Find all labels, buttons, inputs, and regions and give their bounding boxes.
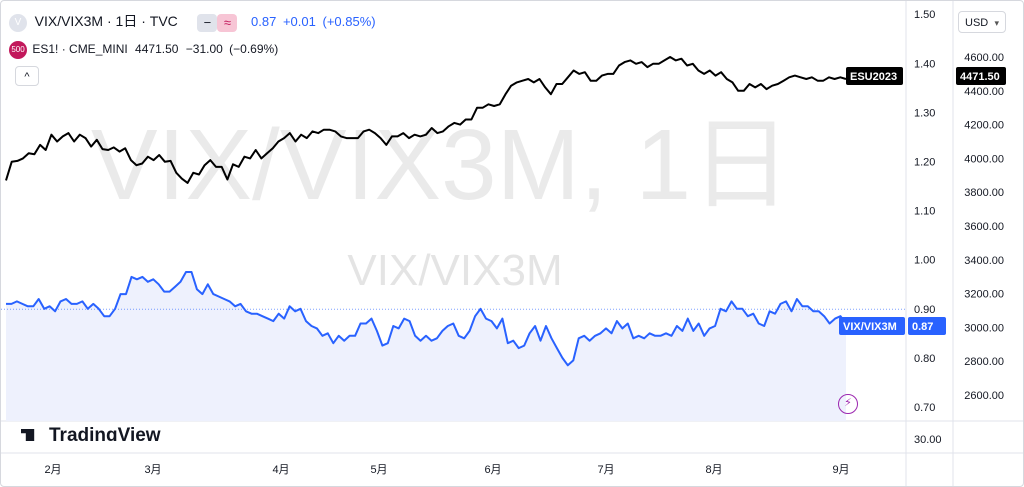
- es-axis-tick: 3000.00: [964, 322, 1004, 334]
- volume-axis-tick: 30.00: [914, 434, 942, 446]
- chevron-down-icon: ▾: [994, 18, 999, 28]
- es-axis-tick: 4200.00: [964, 120, 1004, 132]
- es-series-label: ESU2023: [850, 71, 897, 83]
- ratio-axis-tick: 0.90: [914, 304, 935, 316]
- ratio-axis-tick: 1.50: [914, 9, 935, 21]
- ratio-axis-tick: 0.70: [914, 402, 935, 414]
- es-axis-tick: 3600.00: [964, 221, 1004, 233]
- x-axis-tick: 6月: [484, 464, 501, 476]
- watermark-main: VIX/VIX3M, 1日: [91, 109, 791, 221]
- es-axis-tick: 3200.00: [964, 289, 1004, 301]
- ratio-axis-tick: 1.40: [914, 58, 935, 70]
- es-last-value-badge: 4471.50: [960, 71, 1000, 83]
- es-axis-tick: 4600.00: [964, 52, 1004, 64]
- vix-series-line: [6, 271, 847, 367]
- compare-change: −31.00: [185, 42, 223, 57]
- es-axis-tick: 4400.00: [964, 86, 1004, 98]
- watermark-sub: VIX/VIX3M: [347, 246, 562, 295]
- logo-mark-icon: [21, 429, 35, 441]
- last-value: 0.87: [251, 14, 277, 29]
- hide-series-button[interactable]: −: [197, 13, 218, 32]
- x-axis-tick: 9月: [832, 464, 849, 476]
- es-axis-tick: 2600.00: [964, 390, 1004, 402]
- es-axis-tick: 3400.00: [964, 255, 1004, 267]
- ratio-axis-tick: 1.30: [914, 107, 935, 119]
- currency-label: USD: [965, 17, 989, 29]
- collapse-legend-button[interactable]: ^: [15, 66, 39, 86]
- currency-select[interactable]: USD ▾: [958, 11, 1006, 33]
- lightning-icon[interactable]: ⚡: [838, 394, 858, 414]
- es-axis-tick: 3800.00: [964, 187, 1004, 199]
- chevron-up-icon: ^: [24, 71, 30, 83]
- legend-compare-row: 500 ES1! · CME_MINI 4471.50 −31.00 (−0.6…: [9, 41, 278, 59]
- tradingview-logo[interactable]: TradingView: [21, 425, 161, 441]
- vix-series-label-bg: [839, 317, 905, 335]
- ratio-axis-tick: 1.00: [914, 255, 935, 267]
- x-axis-tick: 5月: [370, 464, 387, 476]
- ratio-axis-tick: 0.80: [914, 353, 935, 365]
- symbol-logo-icon: V: [9, 13, 27, 32]
- es-axis-tick: 2800.00: [964, 356, 1004, 368]
- x-axis-tick: 4月: [272, 464, 289, 476]
- vix-series-label: VIX/VIX3M: [843, 321, 897, 333]
- minus-icon: −: [203, 14, 212, 30]
- ratio-axis-tick: 1.10: [914, 206, 935, 218]
- ratio-axis-tick: 1.20: [914, 157, 935, 169]
- es-axis-tick: 4000.00: [964, 153, 1004, 165]
- change-value: +0.01: [282, 14, 316, 29]
- es-last-value-badge-bg: [956, 67, 1006, 85]
- legend-main-row: V VIX/VIX3M · 1日 · TVC − ≈ 0.87 +0.01 (+0…: [9, 11, 376, 32]
- x-axis-tick: 2月: [44, 464, 61, 476]
- compare-value: 4471.50: [135, 42, 179, 57]
- logo-text: TradingView: [49, 425, 161, 441]
- change-percent: (+0.85%): [322, 14, 376, 29]
- vix-area-fill: [6, 272, 846, 421]
- vix-last-value-badge: 0.87: [912, 321, 933, 333]
- compare-mode-button[interactable]: ≈: [217, 13, 238, 32]
- approx-icon: ≈: [223, 14, 231, 30]
- compare-badge: 500: [9, 41, 27, 59]
- es-series-label-bg: [846, 67, 903, 85]
- es-series-line: [5, 56, 847, 184]
- compare-symbol[interactable]: ES1! · CME_MINI: [32, 42, 128, 57]
- symbol-title[interactable]: VIX/VIX3M · 1日 · TVC: [34, 13, 178, 29]
- vix-last-value-badge-bg: [908, 317, 946, 335]
- x-axis-tick: 3月: [144, 464, 161, 476]
- x-axis-tick: 8月: [705, 464, 722, 476]
- compare-change-percent: (−0.69%): [229, 42, 279, 57]
- x-axis-tick: 7月: [597, 464, 614, 476]
